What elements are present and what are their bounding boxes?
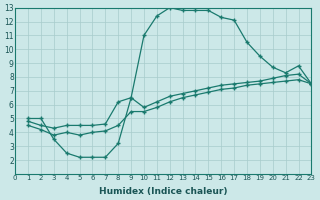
- X-axis label: Humidex (Indice chaleur): Humidex (Indice chaleur): [99, 187, 228, 196]
